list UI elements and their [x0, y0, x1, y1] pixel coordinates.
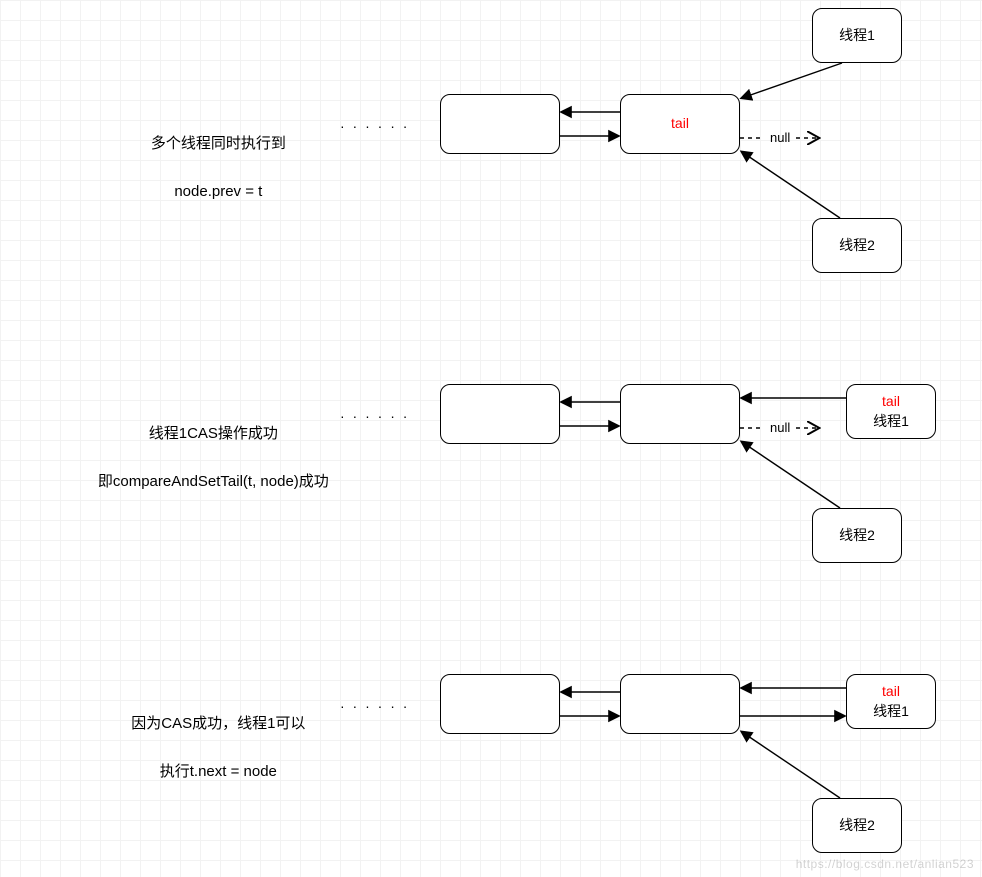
- thread1-box-1: 线程1: [812, 8, 902, 63]
- node-2b: [620, 384, 740, 444]
- thread1-label-2: 线程1: [873, 412, 909, 432]
- node-2a: [440, 384, 560, 444]
- thread2-box-3: 线程2: [812, 798, 902, 853]
- tail-label-1: tail: [671, 114, 689, 134]
- node-3b: [620, 674, 740, 734]
- s1-t1-to-b: [742, 63, 842, 98]
- tail-label-3: tail: [882, 682, 900, 702]
- thread2-label-3: 线程2: [839, 816, 875, 836]
- desc-1-line2: node.prev = t: [174, 183, 262, 200]
- s3-t2-to-b: [742, 732, 840, 798]
- watermark: https://blog.csdn.net/anlian523: [796, 857, 974, 871]
- node-3a: [440, 674, 560, 734]
- thread1-box-2: tail 线程1: [846, 384, 936, 439]
- desc-2-line2: 即compareAndSetTail(t, node)成功: [98, 473, 329, 490]
- dots-2: · · · · · ·: [340, 408, 409, 424]
- thread1-label-3: 线程1: [873, 702, 909, 722]
- s1-t2-to-b: [742, 152, 840, 218]
- dots-1: · · · · · ·: [340, 118, 409, 134]
- node-1a: [440, 94, 560, 154]
- desc-3-line1: 因为CAS成功，线程1可以: [131, 715, 305, 732]
- node-1b-tail: tail: [620, 94, 740, 154]
- thread2-box-1: 线程2: [812, 218, 902, 273]
- s2-t2-to-b: [742, 442, 840, 508]
- desc-1: 多个线程同时执行到 node.prev = t: [100, 108, 320, 228]
- null-1: null: [770, 130, 790, 145]
- tail-label-2: tail: [882, 392, 900, 412]
- desc-3: 因为CAS成功，线程1可以 执行t.next = node: [90, 688, 330, 808]
- desc-1-line1: 多个线程同时执行到: [151, 135, 286, 152]
- thread1-box-3: tail 线程1: [846, 674, 936, 729]
- diagram-canvas: 多个线程同时执行到 node.prev = t · · · · · · tail…: [0, 0, 982, 877]
- thread2-label-2: 线程2: [839, 526, 875, 546]
- desc-3-line2: 执行t.next = node: [160, 763, 277, 780]
- thread2-label-1: 线程2: [839, 236, 875, 256]
- thread2-box-2: 线程2: [812, 508, 902, 563]
- thread1-label-1: 线程1: [839, 26, 875, 46]
- desc-2-line1: 线程1CAS操作成功: [149, 425, 278, 442]
- desc-2: 线程1CAS操作成功 即compareAndSetTail(t, node)成功: [55, 398, 355, 518]
- null-2: null: [770, 420, 790, 435]
- dots-3: · · · · · ·: [340, 698, 409, 714]
